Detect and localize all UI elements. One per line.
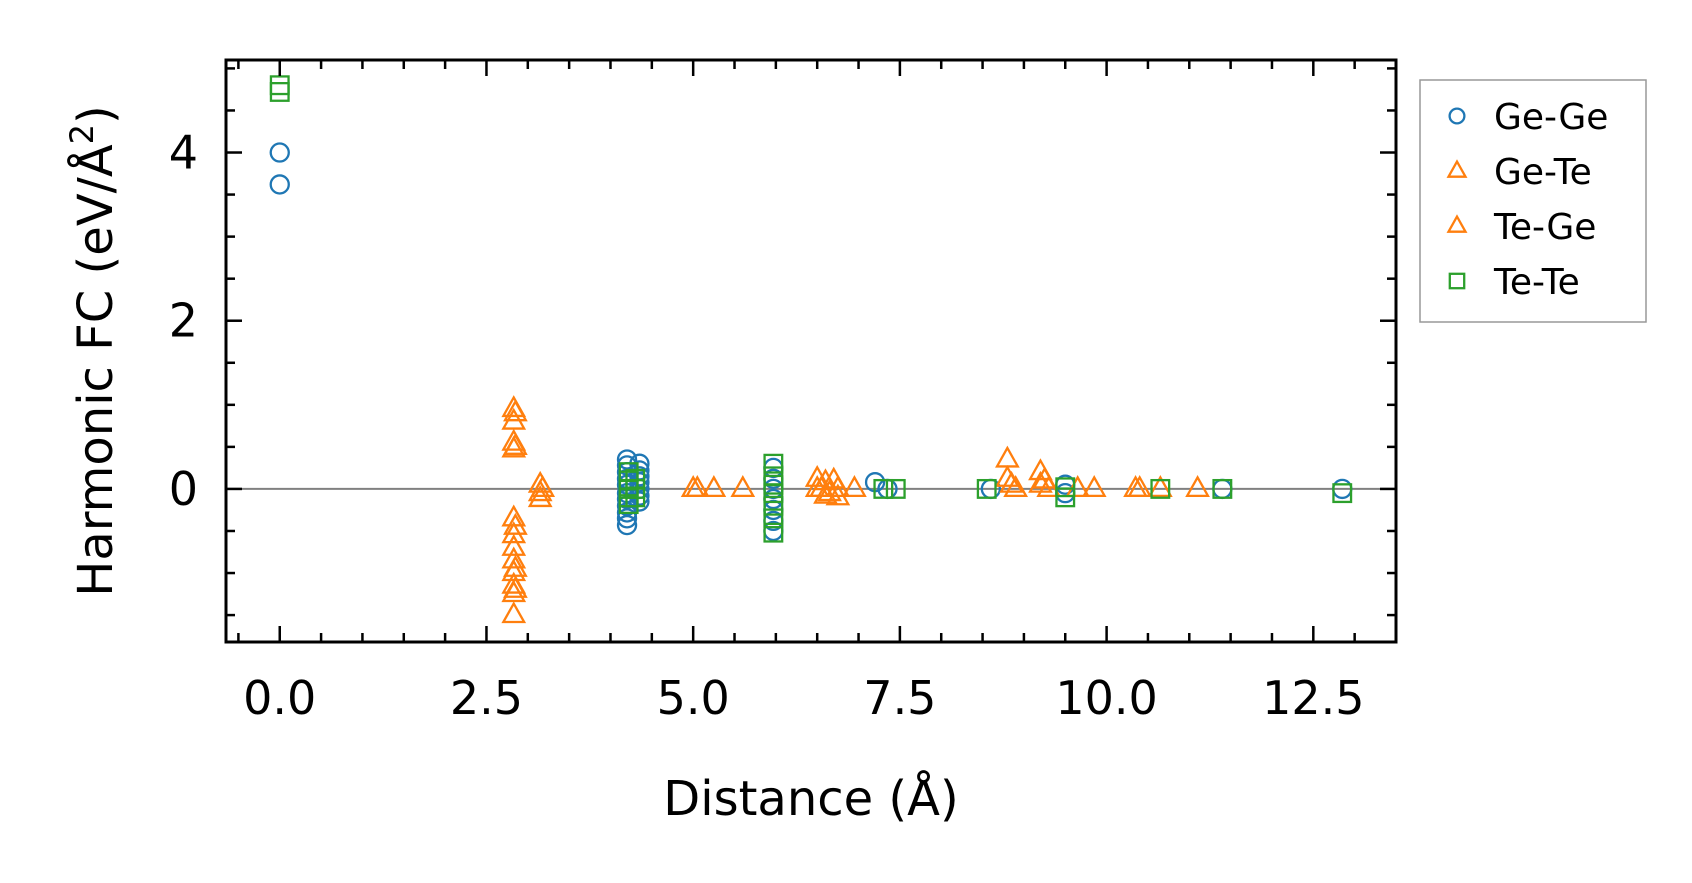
y-axis-label-close: ) (68, 105, 124, 124)
data-point-te-te (1055, 487, 1076, 508)
data-point-ge-ge (269, 142, 290, 163)
x-tick-label: 10.0 (1055, 671, 1157, 725)
data-point-te-ge (503, 432, 528, 455)
data-point-ge-te (1081, 475, 1107, 498)
y-tick-label: 2 (169, 294, 198, 348)
y-axis-label-superscript: 2 (63, 124, 101, 144)
x-tick-label: 5.0 (657, 671, 730, 725)
x-tick-label: 7.5 (863, 671, 936, 725)
legend-label-ge-ge: Ge-Ge (1494, 97, 1608, 138)
legend-marker-te-ge (1446, 214, 1468, 233)
points-layer (269, 75, 1353, 624)
data-point-te-te (763, 495, 784, 516)
data-point-ge-ge (269, 174, 290, 195)
data-point-ge-te (501, 546, 527, 569)
data-point-te-te (269, 75, 290, 96)
data-point-ge-te (842, 475, 867, 498)
data-point-ge-te (501, 533, 527, 556)
data-point-ge-te (701, 475, 727, 498)
legend-label-ge-te: Ge-Te (1494, 152, 1592, 193)
data-point-te-te (1150, 478, 1171, 499)
data-point-ge-te (501, 559, 527, 582)
data-point-te-te (763, 483, 784, 504)
data-point-ge-ge (629, 466, 650, 487)
data-point-ge-ge (616, 508, 638, 529)
y-tick-label: 0 (169, 462, 198, 516)
data-point-ge-te (825, 475, 851, 498)
data-point-te-te (1055, 477, 1076, 498)
data-point-te-ge (813, 481, 838, 504)
data-point-te-ge (1032, 466, 1057, 489)
data-point-te-te (763, 508, 784, 529)
y-axis-label-main: Harmonic FC (eV/Å (67, 144, 124, 597)
data-point-te-te (763, 453, 784, 474)
data-point-ge-te (1147, 475, 1173, 498)
data-point-te-ge (530, 475, 556, 498)
data-point-te-te (625, 487, 646, 508)
data-point-ge-te (1065, 475, 1091, 498)
data-point-te-ge (503, 399, 528, 422)
data-point-te-ge (804, 475, 830, 498)
data-point-te-ge (503, 512, 528, 535)
data-point-ge-te (501, 601, 527, 624)
legend-frame (1419, 79, 1647, 323)
data-point-te-te (269, 82, 290, 102)
legend-entries: Ge-Ge Ge-Te Te-Ge Te-Te (1446, 97, 1608, 303)
data-point-te-ge (999, 470, 1024, 493)
data-point-ge-te (730, 475, 756, 498)
tick-labels-layer: 0.0 2.5 5.0 7.5 10.0 12.5 0 2 4 (169, 126, 1365, 725)
data-point-te-te (1212, 478, 1233, 499)
data-point-te-ge (503, 575, 528, 598)
legend-label-te-te: Te-Te (1493, 262, 1580, 303)
y-tick-label: 4 (169, 126, 198, 180)
legend: Ge-Ge Ge-Te Te-Ge Te-Te (1419, 79, 1647, 323)
y-axis-label: Harmonic FC (eV/Å2) (63, 105, 124, 597)
legend-marker-ge-te (1446, 159, 1468, 178)
data-point-ge-te (1003, 475, 1029, 498)
plot-frame (224, 58, 1398, 644)
legend-label-te-ge: Te-Ge (1493, 207, 1596, 248)
data-point-ge-ge (629, 491, 650, 512)
x-tick-label: 12.5 (1262, 671, 1364, 725)
x-axis-label: Distance (Å) (663, 770, 958, 827)
data-point-ge-te (1185, 475, 1210, 498)
legend-marker-te-te (1448, 272, 1466, 290)
ticks-layer (226, 60, 1398, 642)
x-tick-label: 0.0 (243, 671, 316, 725)
legend-marker-ge-ge (1448, 107, 1466, 125)
data-point-te-te (618, 494, 639, 515)
data-point-te-te (976, 478, 997, 499)
data-point-te-te (763, 522, 784, 543)
data-point-te-te (873, 478, 894, 499)
data-point-te-ge (1127, 475, 1153, 498)
data-point-te-te (1332, 483, 1353, 504)
data-point-te-ge (503, 554, 528, 577)
data-point-ge-te (995, 445, 1020, 468)
data-point-ge-ge (616, 449, 638, 470)
data-point-te-te (885, 478, 906, 499)
data-point-ge-ge (616, 514, 638, 536)
x-tick-label: 2.5 (450, 671, 523, 725)
data-point-ge-ge (629, 472, 650, 493)
data-point-te-ge (684, 475, 710, 498)
